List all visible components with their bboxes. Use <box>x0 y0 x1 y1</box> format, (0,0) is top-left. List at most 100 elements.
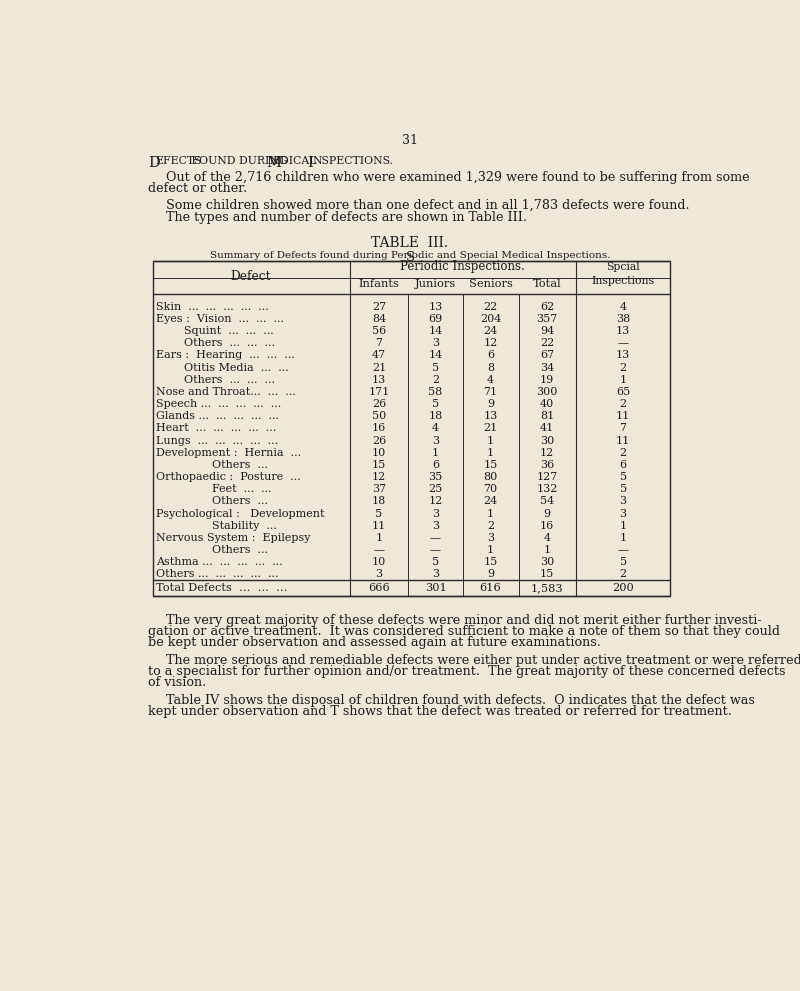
Text: 2: 2 <box>619 399 626 409</box>
Text: 13: 13 <box>616 351 630 361</box>
Text: 1,583: 1,583 <box>531 583 563 594</box>
Text: 357: 357 <box>537 314 558 324</box>
Text: Table IV shows the disposal of children found with defects.  O indicates that th: Table IV shows the disposal of children … <box>166 695 754 708</box>
Text: 22: 22 <box>540 338 554 348</box>
Text: 2: 2 <box>432 375 439 385</box>
Text: Periodic Inspections.: Periodic Inspections. <box>400 261 525 274</box>
Text: EDICAL: EDICAL <box>273 156 318 165</box>
Text: 13: 13 <box>372 375 386 385</box>
Text: EFECTS: EFECTS <box>155 156 202 165</box>
Text: 132: 132 <box>537 485 558 495</box>
Text: D: D <box>148 156 160 169</box>
Text: 666: 666 <box>368 583 390 594</box>
Text: 9: 9 <box>544 508 550 518</box>
Text: 5: 5 <box>619 557 626 567</box>
Text: 12: 12 <box>372 472 386 482</box>
Text: 65: 65 <box>616 386 630 396</box>
Text: 127: 127 <box>537 472 558 482</box>
Text: 4: 4 <box>619 301 626 312</box>
Text: —: — <box>430 545 441 555</box>
Text: 5: 5 <box>619 472 626 482</box>
Text: Others ...  ...  ...  ...  ...: Others ... ... ... ... ... <box>156 570 278 580</box>
Text: The very great majority of these defects were minor and did not merit either fur: The very great majority of these defects… <box>166 614 762 627</box>
Text: 24: 24 <box>483 326 498 336</box>
Text: The types and number of defects are shown in Table III.: The types and number of defects are show… <box>166 211 527 224</box>
Text: 21: 21 <box>372 363 386 373</box>
Text: 40: 40 <box>540 399 554 409</box>
Text: 26: 26 <box>372 436 386 446</box>
Text: Juniors: Juniors <box>415 279 456 289</box>
Text: 22: 22 <box>483 301 498 312</box>
Text: 11: 11 <box>616 436 630 446</box>
Text: 1: 1 <box>544 545 550 555</box>
Text: 94: 94 <box>540 326 554 336</box>
Text: Others  ...: Others ... <box>156 460 268 470</box>
Text: Out of the 2,716 children who were examined 1,329 were found to be suffering fro: Out of the 2,716 children who were exami… <box>166 171 750 184</box>
Text: 41: 41 <box>540 423 554 433</box>
Text: 35: 35 <box>429 472 442 482</box>
Text: 13: 13 <box>429 301 442 312</box>
Text: Heart  ...  ...  ...  ...  ...: Heart ... ... ... ... ... <box>156 423 276 433</box>
Text: Skin  ...  ...  ...  ...  ...: Skin ... ... ... ... ... <box>156 301 269 312</box>
Text: 31: 31 <box>402 135 418 148</box>
Text: 25: 25 <box>429 485 442 495</box>
Text: 30: 30 <box>540 557 554 567</box>
Text: 10: 10 <box>372 557 386 567</box>
Text: 69: 69 <box>429 314 442 324</box>
Text: TABLE  III.: TABLE III. <box>371 236 449 250</box>
Text: 3: 3 <box>619 508 626 518</box>
Text: Seniors: Seniors <box>469 279 513 289</box>
Text: 67: 67 <box>540 351 554 361</box>
Text: 5: 5 <box>432 557 439 567</box>
Text: Others  ...: Others ... <box>156 496 268 506</box>
Text: 37: 37 <box>372 485 386 495</box>
Text: 1: 1 <box>619 533 626 543</box>
Text: 80: 80 <box>483 472 498 482</box>
Text: Squint  ...  ...  ...: Squint ... ... ... <box>156 326 274 336</box>
Text: 2: 2 <box>619 363 626 373</box>
Text: 5: 5 <box>432 363 439 373</box>
Text: 13: 13 <box>483 411 498 421</box>
Text: 301: 301 <box>425 583 446 594</box>
Text: 1: 1 <box>375 533 382 543</box>
Text: Nervous System :  Epilepsy: Nervous System : Epilepsy <box>156 533 310 543</box>
Text: Others  ...  ...  ...: Others ... ... ... <box>156 338 275 348</box>
Text: Others  ...: Others ... <box>156 545 268 555</box>
Text: Infants: Infants <box>358 279 399 289</box>
Text: 84: 84 <box>372 314 386 324</box>
Text: —: — <box>430 533 441 543</box>
Text: 12: 12 <box>429 496 442 506</box>
Text: 27: 27 <box>372 301 386 312</box>
Text: 50: 50 <box>372 411 386 421</box>
Text: 7: 7 <box>375 338 382 348</box>
Text: be kept under observation and assessed again at future examinations.: be kept under observation and assessed a… <box>148 636 601 649</box>
Text: 5: 5 <box>432 399 439 409</box>
Text: 3: 3 <box>375 570 382 580</box>
Text: M: M <box>266 156 281 169</box>
Text: 1: 1 <box>487 448 494 458</box>
Text: 4: 4 <box>544 533 550 543</box>
Text: 47: 47 <box>372 351 386 361</box>
Text: 56: 56 <box>372 326 386 336</box>
Text: 54: 54 <box>540 496 554 506</box>
Text: 14: 14 <box>429 326 442 336</box>
Text: Defect: Defect <box>231 270 271 282</box>
Text: Psychological :   Development: Psychological : Development <box>156 508 324 518</box>
Text: 2: 2 <box>619 570 626 580</box>
Text: —: — <box>618 545 629 555</box>
Text: 21: 21 <box>483 423 498 433</box>
Text: 3: 3 <box>619 496 626 506</box>
Text: 14: 14 <box>429 351 442 361</box>
Text: 15: 15 <box>483 460 498 470</box>
Text: 11: 11 <box>372 520 386 531</box>
Text: 1: 1 <box>432 448 439 458</box>
Bar <box>153 261 670 596</box>
Text: NSPECTIONS.: NSPECTIONS. <box>312 156 394 165</box>
Text: 19: 19 <box>540 375 554 385</box>
Text: defect or other.: defect or other. <box>148 182 247 195</box>
Text: 38: 38 <box>616 314 630 324</box>
Text: 10: 10 <box>372 448 386 458</box>
Text: FOUND DURING: FOUND DURING <box>188 156 291 165</box>
Text: I: I <box>308 156 314 169</box>
Text: Total Defects  ...  ...  ...: Total Defects ... ... ... <box>156 583 287 594</box>
